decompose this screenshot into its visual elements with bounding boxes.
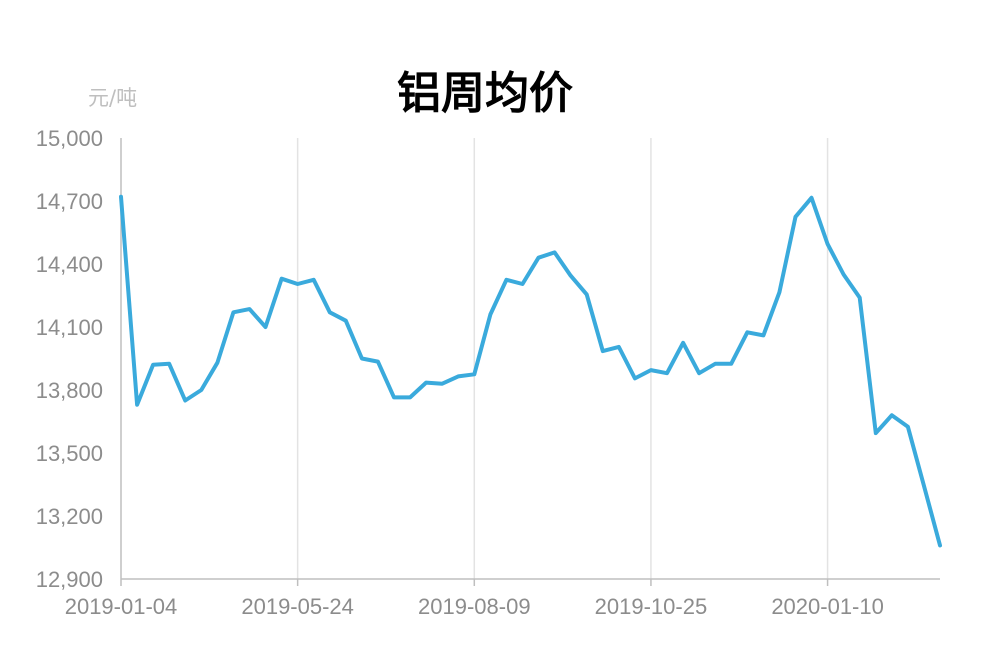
x-tick-label: 2019-08-09: [418, 594, 531, 619]
y-tick-label: 13,500: [36, 441, 103, 466]
y-tick-label: 15,000: [36, 126, 103, 151]
y-tick-label: 13,200: [36, 504, 103, 529]
x-axis-ticks: 2019-01-04 2019-05-24 2019-08-09 2019-10-25…: [65, 579, 884, 619]
y-axis-ticks: 15,000 14,700 14,400 14,100 13,800 13,500 13,2…: [36, 126, 103, 592]
y-tick-label: 14,400: [36, 252, 103, 277]
series-line: [119, 194, 942, 548]
x-tick-label: 2019-10-25: [595, 594, 708, 619]
y-tick-label: 14,100: [36, 315, 103, 340]
y-tick-label: 12,900: [36, 567, 103, 592]
series-group: [119, 194, 942, 548]
gridlines: [296, 138, 829, 579]
y-tick-label: 14,700: [36, 189, 103, 214]
y-axis-unit-label: 元/吨: [88, 86, 137, 110]
x-tick-label: 2019-01-04: [65, 594, 178, 619]
x-tick-label: 2020-01-10: [771, 594, 884, 619]
x-tick-label: 2019-05-24: [241, 594, 354, 619]
y-tick-label: 13,800: [36, 378, 103, 403]
chart-title: 铝周均价: [397, 68, 573, 119]
